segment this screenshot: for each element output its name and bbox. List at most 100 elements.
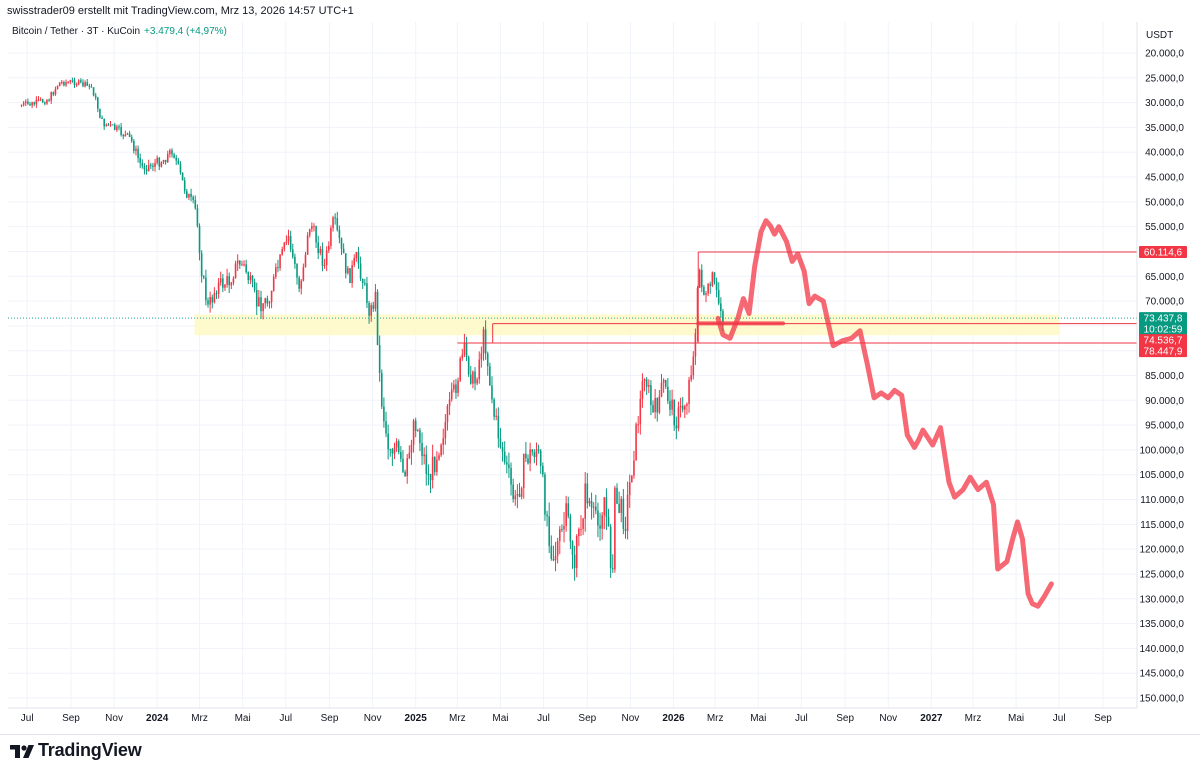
candle (169, 150, 171, 154)
countdown-tag[interactable] (1139, 323, 1187, 336)
candle (707, 284, 709, 294)
candle (522, 453, 525, 489)
candle (720, 303, 722, 312)
candle (230, 282, 233, 286)
price-tag[interactable] (1139, 334, 1187, 347)
chart-canvas[interactable]: 20.000,0 25.000,0 30.000,0 35.000,0 40.000,0… (0, 0, 1200, 734)
currency-label[interactable]: USDT (1146, 30, 1174, 41)
tradingview-brand[interactable]: TradingView (38, 740, 142, 760)
candle (533, 452, 536, 457)
candle (550, 545, 553, 559)
candle (52, 92, 55, 95)
candle (686, 403, 688, 406)
candle (215, 293, 218, 295)
candle (149, 164, 152, 166)
candle (179, 163, 182, 173)
candle (569, 516, 572, 542)
candle (472, 371, 474, 384)
candle (609, 526, 612, 569)
price-tag[interactable] (1139, 312, 1187, 325)
candle (162, 159, 165, 163)
candle (378, 345, 381, 373)
candle (323, 265, 326, 267)
time-tick-label: 2024 (146, 713, 169, 724)
time-tick-label: Nov (364, 713, 382, 724)
candle (603, 497, 606, 516)
support-zone[interactable] (194, 314, 1060, 336)
candle (637, 424, 639, 426)
time-tick-label: 2027 (920, 713, 943, 724)
candle (380, 372, 383, 407)
candle (302, 267, 305, 281)
candle (622, 498, 625, 529)
price-tick-label: 130.000,0 (1140, 594, 1185, 605)
candle (722, 311, 724, 322)
time-tick-label: 2025 (405, 713, 428, 724)
candle (50, 92, 52, 101)
candle (514, 495, 517, 500)
price-tick-label: 90.000,0 (1145, 396, 1184, 407)
candle (628, 482, 631, 496)
candle (501, 447, 504, 452)
candle (349, 268, 351, 284)
candle (679, 405, 682, 408)
candle (67, 81, 69, 83)
candle (285, 241, 288, 243)
candle (711, 272, 714, 286)
price-tick-label: 110.000,0 (1140, 495, 1184, 506)
candle (171, 150, 173, 155)
candle (571, 541, 574, 555)
time-tick-label: Sep (321, 713, 339, 724)
price-tag-label: 74.536,7 (1144, 336, 1183, 347)
symbol-name[interactable]: Bitcoin / Tether · 3T · KuCoin (12, 26, 141, 37)
candle (113, 124, 116, 130)
candle (385, 421, 387, 434)
candle (351, 265, 353, 284)
price-tag[interactable] (1139, 246, 1187, 259)
candle (65, 82, 67, 86)
candle (438, 455, 440, 460)
candle (46, 99, 48, 104)
candle (370, 305, 372, 316)
candle (461, 354, 464, 359)
candle (484, 329, 487, 354)
candle (469, 374, 472, 384)
symbol-legend[interactable]: Bitcoin / Tether · 3T · KuCoin +3.479,4 (… (12, 26, 227, 37)
candle (228, 276, 231, 286)
candle (80, 80, 82, 83)
candle (715, 281, 718, 291)
candle (605, 497, 608, 517)
candle (37, 99, 40, 101)
tradingview-logo-icon[interactable] (8, 741, 36, 761)
candle (287, 236, 290, 242)
candle (635, 424, 637, 461)
candle (247, 272, 250, 281)
price-tag[interactable] (1139, 345, 1187, 358)
candle (489, 366, 491, 386)
price-tag-label: 73.437,8 (1144, 314, 1183, 325)
candle (542, 465, 544, 475)
candle (120, 127, 122, 136)
candle (232, 278, 235, 283)
candle (696, 287, 699, 334)
candle (128, 133, 131, 138)
candle (359, 263, 362, 279)
candle (397, 441, 400, 453)
candle (141, 163, 144, 167)
candle (537, 449, 540, 451)
projection-drawing[interactable] (715, 218, 1054, 609)
candle (188, 193, 190, 198)
price-tick-label: 105.000,0 (1140, 470, 1185, 481)
candle (298, 277, 300, 289)
candle (546, 514, 548, 517)
price-tick-label: 50.000,0 (1145, 197, 1184, 208)
time-tick-label: Nov (622, 713, 640, 724)
candle (664, 379, 667, 387)
candle (374, 291, 377, 309)
candle (595, 506, 597, 511)
candle (338, 229, 341, 239)
price-tick-label: 115.000,0 (1140, 520, 1184, 531)
candle (63, 82, 65, 86)
candle (342, 248, 345, 254)
candle (584, 483, 587, 519)
